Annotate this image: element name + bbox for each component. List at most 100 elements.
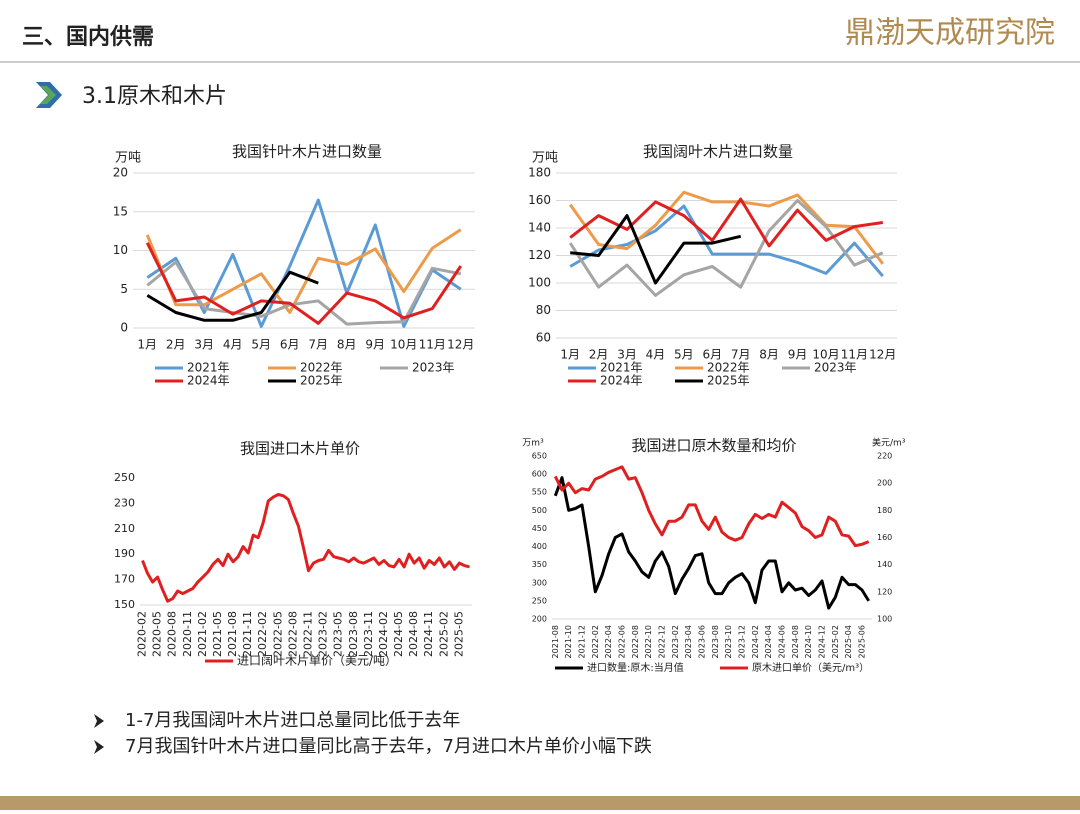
y-tick-label: 160	[528, 193, 551, 207]
legend-label: 2021年	[600, 361, 643, 375]
y-tick-label: 200	[532, 615, 547, 624]
x-tick-label: 2月	[589, 348, 609, 362]
x-tick-label: 2024-04	[764, 625, 773, 658]
x-tick-label: 2023-10	[724, 625, 733, 658]
series-line	[569, 204, 884, 278]
series-line	[146, 198, 462, 328]
bullet-icon	[94, 714, 104, 728]
x-tick-label: 2022-11	[302, 611, 315, 657]
y-tick-label: 250	[532, 596, 547, 605]
x-tick-label: 7月	[308, 338, 328, 352]
x-tick-label: 2020-08	[166, 611, 179, 657]
y-axis-unit: 万吨	[532, 151, 558, 166]
x-tick-label: 3月	[194, 338, 214, 352]
x-tick-label: 8月	[337, 338, 357, 352]
x-tick-label: 2025-06	[858, 625, 867, 658]
x-tick-label: 2024-02	[751, 625, 760, 658]
x-tick-label: 2024-08	[407, 611, 420, 657]
y2-axis-unit: 美元/m³	[872, 437, 906, 449]
chevron-icon-inner	[40, 86, 56, 104]
y-tick-label: 80	[536, 303, 551, 317]
x-tick-label: 2020-11	[181, 611, 194, 657]
y-tick-label: 500	[532, 506, 547, 515]
legend-label: 进口数量:原木:当月值	[587, 661, 684, 674]
series-line	[568, 199, 884, 297]
y-tick-label: 190	[114, 547, 135, 560]
series-line	[146, 270, 319, 322]
x-tick-label: 2023-05	[332, 611, 345, 657]
x-tick-label: 5月	[251, 338, 271, 352]
legend-label: 2023年	[814, 361, 857, 375]
x-tick-label: 2023-06	[698, 625, 707, 658]
x-tick-label: 1月	[137, 338, 157, 352]
y-tick-label: 600	[532, 470, 547, 479]
x-tick-label: 1月	[560, 348, 580, 362]
x-tick-label: 11月	[841, 348, 868, 362]
legend-label: 2022年	[707, 361, 750, 375]
chart-title: 我国进口原木数量和均价	[631, 437, 796, 455]
x-tick-label: 2021-11	[241, 611, 254, 657]
series-line	[569, 197, 884, 248]
y-tick-label: 400	[532, 542, 547, 551]
bullet-text: 1-7月我国阔叶木片进口总量同比低于去年	[125, 710, 460, 731]
legend-label: 进口阔叶木片单价（美元/吨）	[237, 654, 397, 668]
x-tick-label: 8月	[759, 348, 779, 362]
y-tick-label: 5	[120, 282, 128, 296]
y-tick-label: 150	[114, 598, 135, 611]
x-tick-label: 2021-12	[578, 625, 587, 658]
x-tick-label: 2022-12	[658, 625, 667, 658]
x-tick-label: 2020-02	[136, 611, 149, 657]
x-tick-label: 2024-08	[791, 625, 800, 658]
y2-tick-label: 120	[877, 587, 892, 596]
y2-tick-label: 100	[877, 615, 892, 624]
x-tick-label: 11月	[419, 338, 446, 352]
x-tick-label: 2024-02	[377, 611, 390, 657]
x-tick-label: 2024-12	[818, 625, 827, 658]
series-line	[553, 465, 870, 548]
y-tick-label: 0	[120, 321, 128, 335]
y-tick-label: 300	[532, 578, 547, 587]
y-tick-label: 180	[528, 166, 551, 180]
x-tick-label: 2022-04	[604, 625, 613, 658]
chart-title: 我国阔叶木片进口数量	[643, 143, 793, 161]
y-tick-label: 230	[114, 496, 135, 509]
x-tick-label: 2024-06	[778, 625, 787, 658]
x-tick-label: 12月	[869, 348, 896, 362]
y-axis-unit: 万吨	[115, 151, 141, 166]
section-title: 三、国内供需	[22, 24, 154, 50]
logo: 鼎渤天成研究院	[845, 16, 1055, 51]
x-tick-label: 2023-08	[711, 625, 720, 658]
footer-bar	[0, 796, 1080, 810]
x-tick-label: 2020-05	[151, 611, 164, 657]
x-tick-label: 2025-02	[437, 611, 450, 657]
x-tick-label: 2022-06	[618, 625, 627, 658]
y-tick-label: 15	[113, 204, 128, 218]
y-tick-label: 650	[532, 452, 547, 461]
x-tick-label: 2022-08	[631, 625, 640, 658]
x-tick-label: 2024-05	[392, 611, 405, 657]
x-tick-label: 2023-04	[684, 625, 693, 658]
series-line	[141, 493, 470, 603]
y-tick-label: 100	[528, 276, 551, 290]
y2-tick-label: 200	[877, 479, 892, 488]
y-tick-label: 140	[528, 221, 551, 235]
bullet-icon	[94, 740, 104, 754]
legend-label: 原木进口单价（美元/m³）	[752, 661, 869, 674]
series-line	[568, 190, 884, 265]
x-tick-label: 2023-11	[362, 611, 375, 657]
legend-label: 2024年	[187, 374, 230, 388]
x-tick-label: 2023-02	[671, 625, 680, 658]
x-tick-label: 2025-05	[452, 611, 465, 657]
y-tick-label: 20	[113, 166, 128, 180]
y-tick-label: 550	[532, 488, 547, 497]
x-tick-label: 2025-04	[844, 625, 853, 658]
x-tick-label: 6月	[702, 348, 722, 362]
legend-label: 2023年	[412, 361, 455, 375]
x-tick-label: 2022-10	[644, 625, 653, 658]
x-tick-label: 2023-08	[347, 611, 360, 657]
y2-tick-label: 180	[877, 506, 892, 515]
series-line	[553, 476, 870, 610]
series-line	[146, 260, 462, 326]
y-tick-label: 350	[532, 560, 547, 569]
